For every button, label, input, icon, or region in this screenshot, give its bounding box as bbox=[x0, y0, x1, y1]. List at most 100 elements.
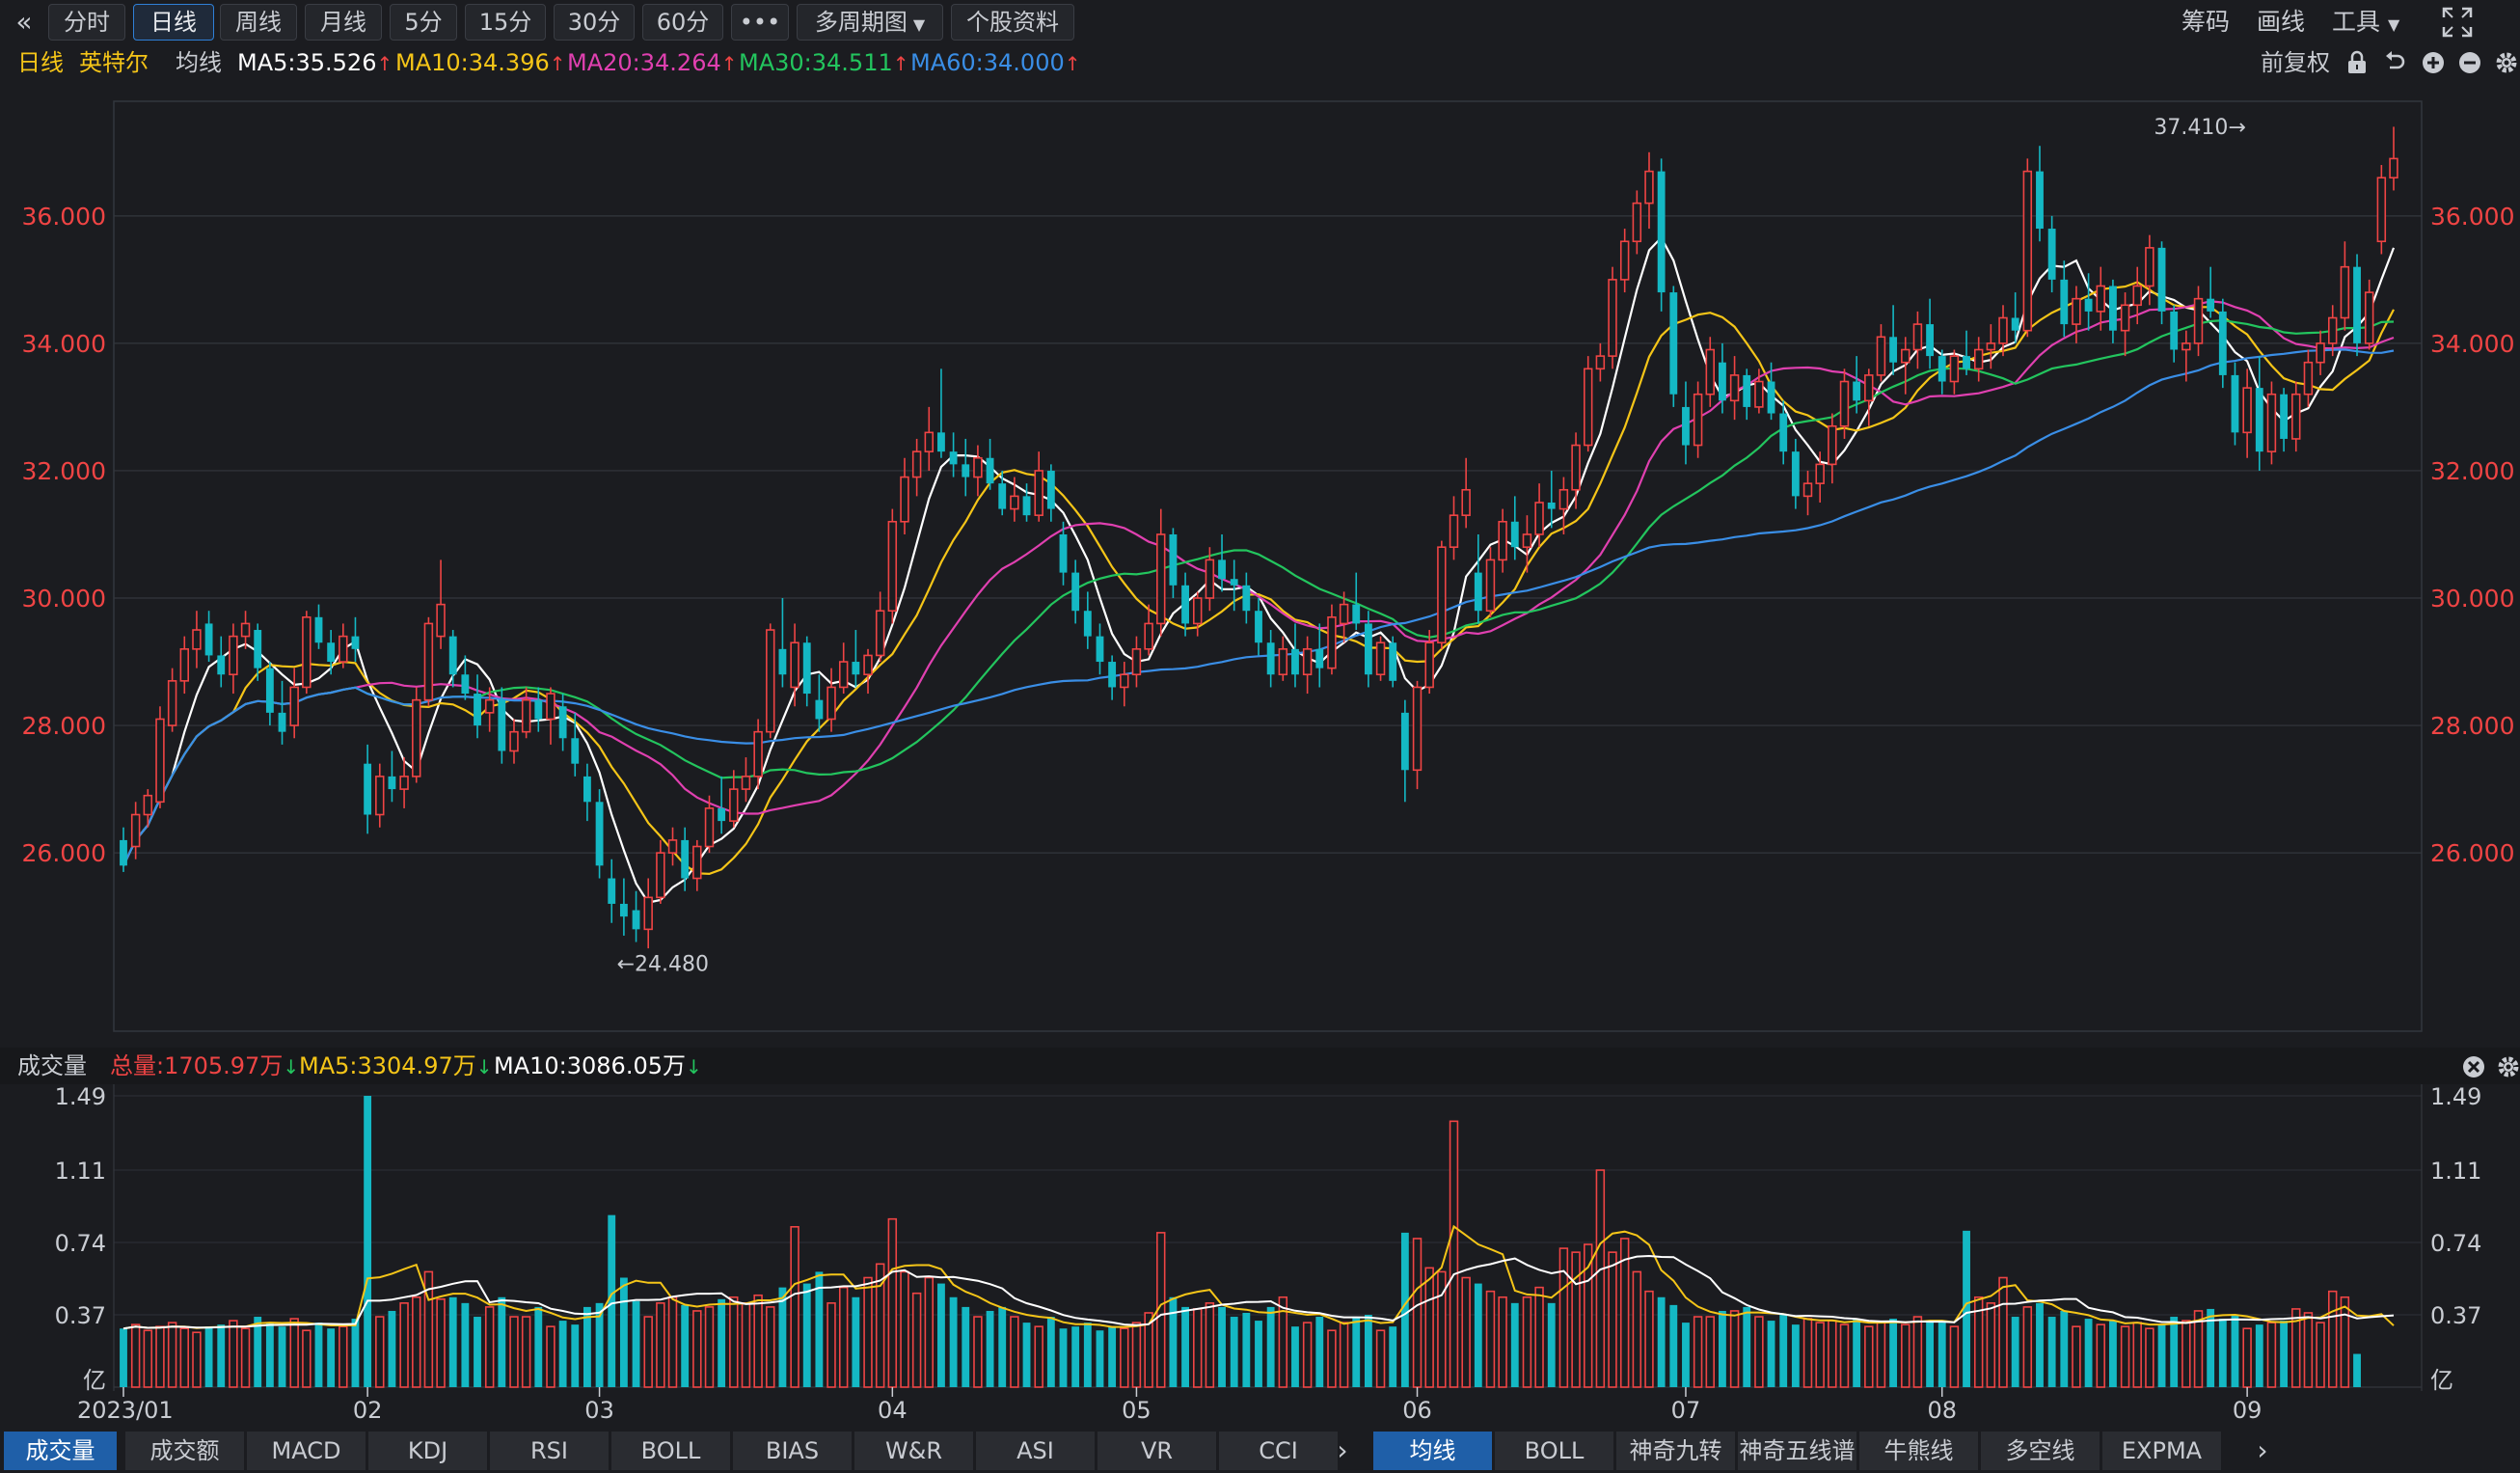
multi-period-dropdown[interactable]: 多周期图 ▼ bbox=[797, 4, 943, 41]
candle-body bbox=[1449, 514, 1459, 548]
candle-body bbox=[998, 483, 1007, 509]
close-icon[interactable] bbox=[2461, 1053, 2486, 1090]
adjust-mode-button[interactable]: 前复权 bbox=[2261, 49, 2330, 76]
tab-kdj[interactable]: KDJ bbox=[368, 1432, 488, 1470]
price-tick-right: 28.000 bbox=[2430, 712, 2514, 740]
period-button-15min[interactable]: 15分 bbox=[465, 4, 546, 41]
candle-body bbox=[1828, 424, 1837, 466]
x-tick-label: 07 bbox=[1671, 1397, 1701, 1424]
candle-body bbox=[863, 654, 873, 676]
volume-tick-left: 1.49 bbox=[55, 1084, 106, 1110]
tab-magic-nine[interactable]: 神奇九转 bbox=[1616, 1432, 1736, 1470]
zoom-in-icon[interactable] bbox=[2421, 50, 2446, 84]
volume-bar bbox=[1364, 1315, 1372, 1387]
volume-bar bbox=[1083, 1323, 1092, 1387]
tab-volume[interactable]: 成交量 bbox=[4, 1432, 118, 1470]
volume-bar bbox=[1010, 1316, 1019, 1388]
tab-vr[interactable]: VR bbox=[1097, 1432, 1217, 1470]
candle-body bbox=[1853, 381, 1861, 401]
volume-bar bbox=[753, 1294, 763, 1388]
candle-body bbox=[1424, 641, 1434, 689]
candle-body bbox=[155, 718, 165, 804]
chevron-right-icon[interactable]: › bbox=[1337, 1434, 1348, 1466]
volume-bar bbox=[2157, 1324, 2166, 1387]
double-chevron-left-icon[interactable]: « bbox=[15, 6, 33, 38]
price-chart[interactable]: 36.000 36.000 34.000 34.000 32.000 32.000 30.0… bbox=[0, 81, 2520, 1048]
volume-bar bbox=[1242, 1312, 1251, 1387]
candle-body bbox=[1120, 673, 1129, 689]
period-button-60min[interactable]: 60分 bbox=[642, 4, 723, 41]
expand-icon[interactable] bbox=[2438, 4, 2477, 41]
candle-body bbox=[1595, 355, 1606, 370]
chevron-right-icon[interactable]: › bbox=[2257, 1434, 2268, 1466]
candle-body bbox=[254, 630, 262, 668]
chips-button[interactable]: 筹码 bbox=[2181, 8, 2231, 36]
settings-gear-icon[interactable] bbox=[2494, 50, 2519, 84]
tab-turnover[interactable]: 成交额 bbox=[125, 1432, 245, 1470]
volume-label[interactable]: 成交量 bbox=[17, 1052, 87, 1079]
volume-bar bbox=[474, 1317, 481, 1387]
period-button-weekly[interactable]: 周线 bbox=[220, 4, 297, 41]
candle-body bbox=[937, 432, 945, 452]
lock-icon[interactable] bbox=[2345, 50, 2369, 84]
tab-bias[interactable]: BIAS bbox=[733, 1432, 853, 1470]
volume-bar bbox=[1230, 1317, 1238, 1387]
candle-body bbox=[1558, 488, 1569, 510]
candle-body bbox=[1644, 170, 1654, 205]
candle-body bbox=[1278, 648, 1288, 676]
candle-body bbox=[1083, 611, 1092, 637]
volume-bar bbox=[2266, 1322, 2277, 1388]
tab-cci[interactable]: CCI bbox=[1219, 1432, 1339, 1470]
undo-icon[interactable] bbox=[2382, 50, 2407, 84]
tab-magic-five-line[interactable]: 神奇五线谱 bbox=[1738, 1432, 1857, 1470]
volume-bar bbox=[1046, 1317, 1055, 1387]
candle-body bbox=[1963, 356, 1970, 369]
volume-bar bbox=[2132, 1322, 2142, 1388]
candle-body bbox=[351, 636, 360, 649]
candle-body bbox=[1169, 533, 1178, 586]
tab-rsi[interactable]: RSI bbox=[490, 1432, 610, 1470]
tab-ma[interactable]: 均线 bbox=[1373, 1432, 1493, 1470]
volume-bar bbox=[2108, 1321, 2117, 1387]
tab-wr[interactable]: W&R bbox=[854, 1432, 974, 1470]
tab-expma[interactable]: EXPMA bbox=[2102, 1432, 2222, 1470]
candle-body bbox=[1608, 279, 1617, 357]
tab-long-short[interactable]: 多空线 bbox=[1981, 1432, 2100, 1470]
period-button-monthly[interactable]: 月线 bbox=[305, 4, 382, 41]
candle-body bbox=[1302, 648, 1313, 676]
volume-bar bbox=[364, 1096, 372, 1387]
tab-boll-overlay[interactable]: BOLL bbox=[1495, 1432, 1614, 1470]
volume-bar bbox=[1181, 1306, 1189, 1387]
candle-body bbox=[1534, 502, 1544, 535]
settings-gear-icon[interactable] bbox=[2496, 1053, 2520, 1090]
volume-bar bbox=[1034, 1325, 1043, 1388]
period-button-daily[interactable]: 日线 bbox=[133, 4, 214, 41]
candle-body bbox=[1474, 572, 1482, 612]
more-periods-button[interactable]: ••• bbox=[731, 4, 789, 41]
stock-profile-button[interactable]: 个股资料 bbox=[951, 4, 1074, 41]
tab-bull-bear[interactable]: 牛熊线 bbox=[1859, 1432, 1979, 1470]
volume-bar bbox=[436, 1297, 446, 1388]
zoom-out-icon[interactable] bbox=[2457, 50, 2482, 84]
tools-dropdown[interactable]: 工具 ▼ bbox=[2332, 4, 2399, 41]
candle-body bbox=[1719, 362, 1726, 401]
volume-bar bbox=[2316, 1322, 2325, 1388]
candle-body bbox=[2145, 247, 2154, 287]
period-button-5min[interactable]: 5分 bbox=[390, 4, 457, 41]
candle-body bbox=[571, 738, 580, 764]
candle-body bbox=[643, 896, 653, 931]
ma-label[interactable]: 均线 bbox=[176, 49, 222, 76]
volume-chart[interactable]: 1.49 1.49 1.11 1.11 0.74 0.74 0.37 0.37 亿 亿 2023/0… bbox=[0, 1084, 2520, 1430]
tab-boll[interactable]: BOLL bbox=[611, 1432, 731, 1470]
volume-bar bbox=[595, 1302, 604, 1387]
period-button-fenshi[interactable]: 分时 bbox=[48, 4, 125, 41]
period-button-30min[interactable]: 30分 bbox=[554, 4, 635, 41]
candle-body bbox=[681, 839, 690, 879]
tab-asi[interactable]: ASI bbox=[976, 1432, 1096, 1470]
x-tick-label: 2023/01 bbox=[77, 1397, 174, 1424]
candle-body bbox=[1327, 616, 1337, 669]
draw-line-button[interactable]: 画线 bbox=[2257, 8, 2306, 36]
candle-body bbox=[1255, 611, 1262, 643]
tab-macd[interactable]: MACD bbox=[247, 1432, 366, 1470]
candle-body bbox=[2047, 229, 2056, 280]
